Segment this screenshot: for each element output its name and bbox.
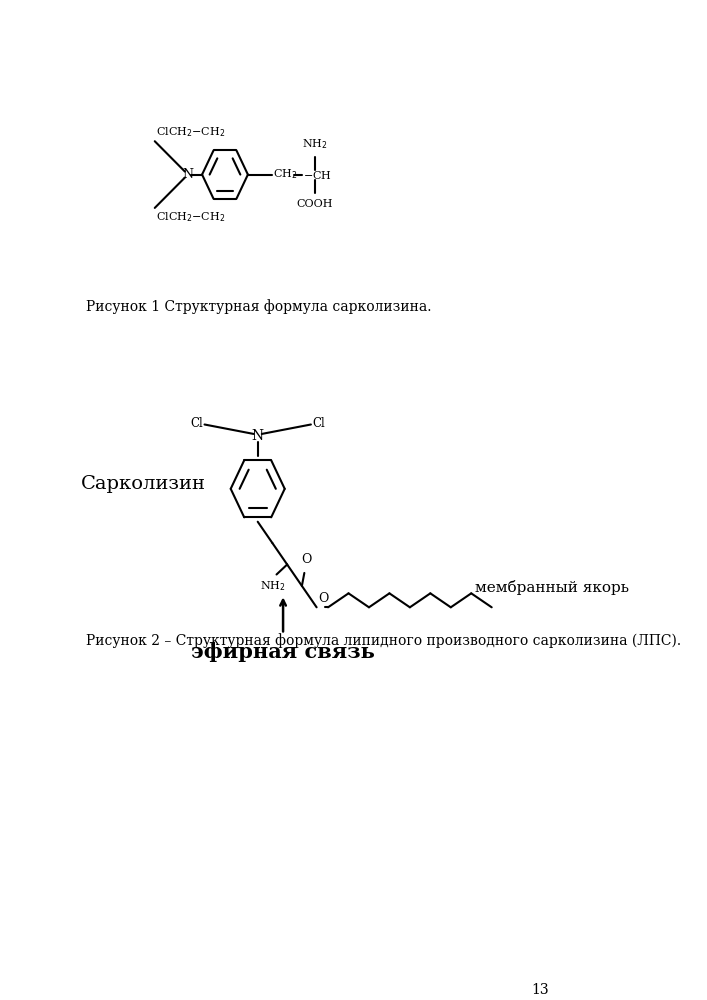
Text: O: O (318, 592, 329, 605)
Text: N: N (252, 429, 264, 443)
Text: Cl: Cl (190, 417, 203, 430)
Text: $-$CH: $-$CH (303, 169, 332, 181)
Text: Cl: Cl (312, 417, 325, 430)
Text: Рисунок 2 – Структурная формула липидного производного сарколизина (ЛПС).: Рисунок 2 – Структурная формула липидног… (86, 633, 681, 648)
Text: ClCH$_2$$-$CH$_2$: ClCH$_2$$-$CH$_2$ (156, 125, 226, 139)
Text: 13: 13 (531, 983, 549, 997)
Text: N: N (182, 168, 193, 181)
Text: эфирная связь: эфирная связь (191, 642, 375, 662)
Text: COOH: COOH (297, 199, 333, 209)
Text: Сарколизин: Сарколизин (81, 475, 206, 493)
Text: O: O (300, 553, 311, 566)
Text: ClCH$_2$$-$CH$_2$: ClCH$_2$$-$CH$_2$ (156, 210, 226, 224)
Text: NH$_2$: NH$_2$ (302, 137, 328, 151)
Text: NH$_2$: NH$_2$ (259, 579, 286, 593)
Text: Рисунок 1 Структурная формула сарколизина.: Рисунок 1 Структурная формула сарколизин… (86, 299, 431, 314)
Text: мембранный якорь: мембранный якорь (474, 580, 629, 595)
Text: CH$_2$: CH$_2$ (274, 168, 298, 181)
